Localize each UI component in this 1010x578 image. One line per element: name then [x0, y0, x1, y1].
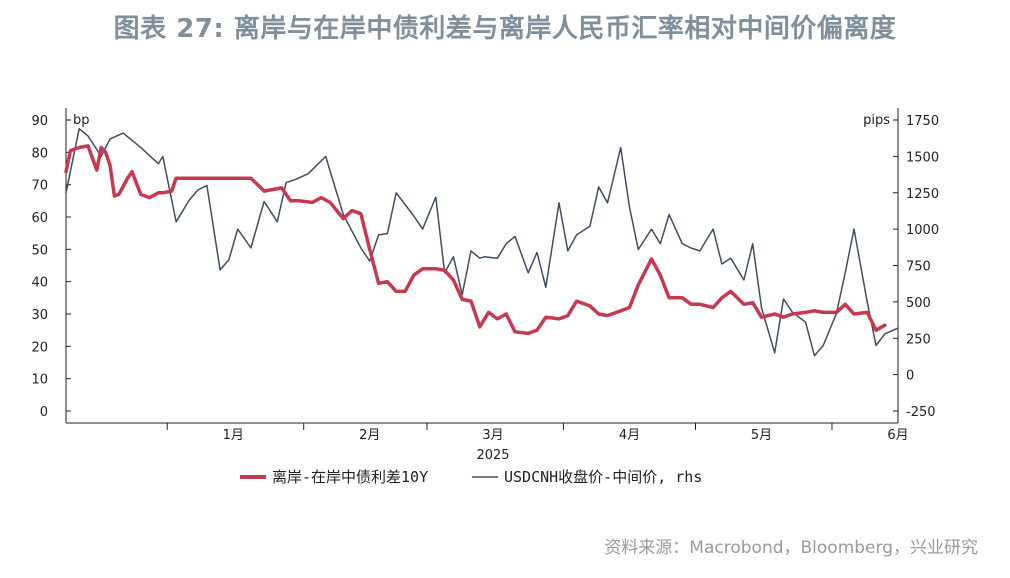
left-tick-label: 50	[31, 243, 48, 258]
x-tick-label: 3月	[482, 428, 503, 443]
legend: 离岸-在岸中债利差10Y USDCNH收盘价-中间价, rhs	[240, 468, 702, 486]
right-tick-label: 1250	[906, 187, 939, 202]
right-tick-label: -250	[906, 405, 936, 420]
legend-label: 离岸-在岸中债利差10Y	[272, 468, 428, 486]
right-unit-label: pips	[863, 113, 890, 128]
x-tick-label: 1月	[223, 428, 244, 443]
right-tick-label: 250	[906, 332, 931, 347]
right-tick-label: 0	[906, 369, 914, 384]
plot-area	[64, 127, 899, 357]
left-unit-label: bp	[73, 113, 90, 128]
axes: 0 10 20 30 40 50 60 70 80 90 -250 0 250 500 750 1000 125…	[31, 108, 939, 463]
right-tick-label: 1000	[906, 223, 939, 238]
x-tick-label: 5月	[751, 428, 772, 443]
left-tick-label: 90	[31, 114, 48, 129]
left-tick-label: 30	[31, 308, 48, 323]
chart-title: 图表 27: 离岸与在岸中债利差与离岸人民币汇率相对中间价偏离度	[113, 14, 897, 44]
left-tick-label: 70	[31, 179, 48, 194]
legend-label: USDCNH收盘价-中间价, rhs	[504, 468, 702, 486]
right-tick-label: 500	[906, 296, 931, 311]
left-tick-label: 60	[31, 211, 48, 226]
left-tick-label: 80	[31, 146, 48, 161]
source-note: 资料来源：Macrobond，Bloomberg，兴业研究	[604, 538, 978, 558]
x-tick-label: 4月	[619, 428, 640, 443]
x-tick-label: 2月	[359, 428, 380, 443]
left-tick-label: 20	[31, 340, 48, 355]
series-line-spread	[64, 144, 887, 336]
right-tick-label: 750	[906, 260, 931, 275]
right-tick-label: 1750	[906, 114, 939, 129]
x-tick-label: 6月	[887, 428, 908, 443]
left-tick-label: 40	[31, 276, 48, 291]
left-tick-label: 10	[31, 373, 48, 388]
left-tick-label: 0	[40, 405, 48, 420]
right-tick-label: 1500	[906, 150, 939, 165]
year-label: 2025	[476, 448, 509, 463]
